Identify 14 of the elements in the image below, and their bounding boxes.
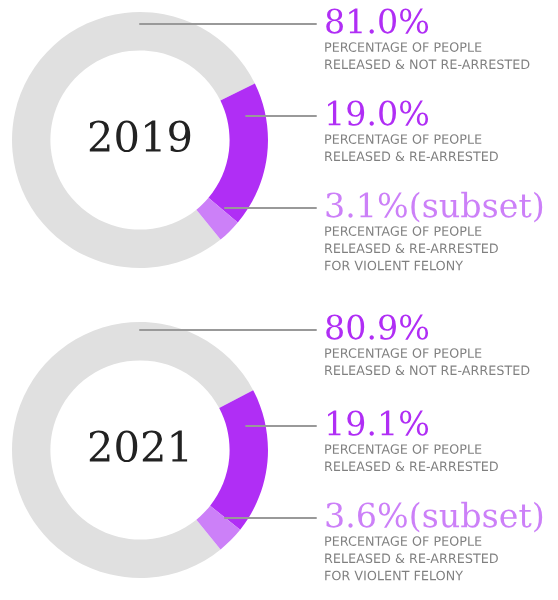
- donut-slice: [210, 390, 268, 530]
- donut-slice: [12, 12, 255, 268]
- data-label: 19.0%: [328, 100, 429, 126]
- data-label: 19.1%: [328, 410, 429, 436]
- data-label: 3.1%(subset): [326, 191, 543, 223]
- text: 2019: [89, 120, 191, 153]
- data-label: 81.0%: [326, 8, 429, 34]
- donut-slice: [196, 197, 238, 240]
- donut-slice: [196, 505, 241, 550]
- donut-slice: [208, 83, 268, 223]
- data-label: 80.9%: [326, 314, 429, 340]
- data-label: 3.6%(subset): [326, 501, 543, 533]
- donut-slice: [12, 322, 254, 578]
- text: 2021: [89, 430, 188, 463]
